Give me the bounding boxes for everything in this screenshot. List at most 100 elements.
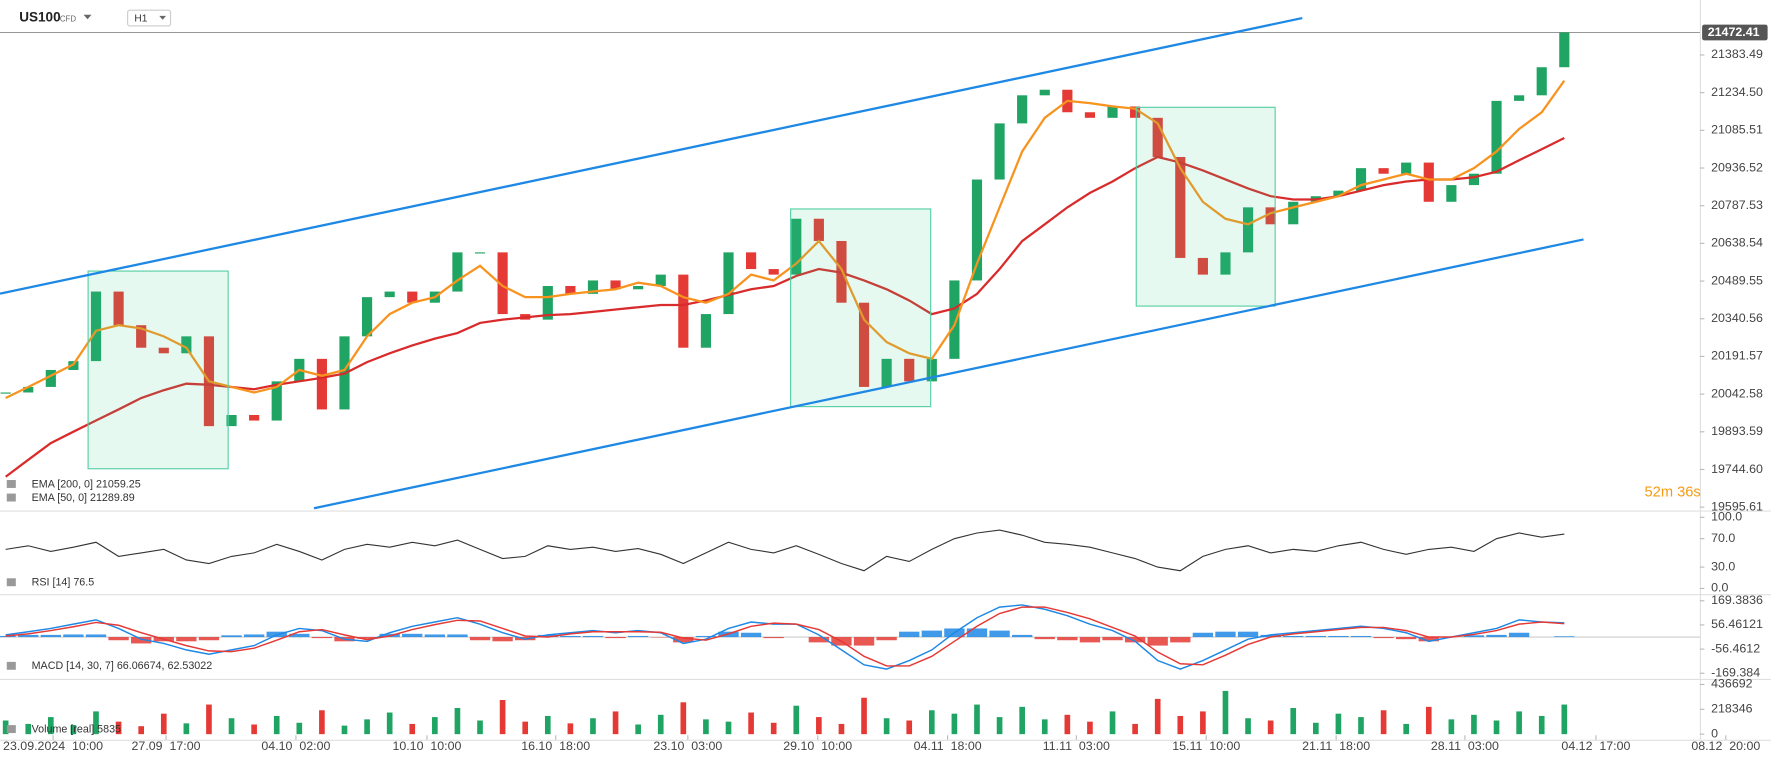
y-tick-label: 436692 — [1711, 677, 1752, 691]
macd-histogram — [876, 637, 897, 641]
volume-bar — [1313, 722, 1319, 735]
legend-icon[interactable] — [6, 493, 16, 502]
candle — [226, 414, 237, 427]
candle — [249, 414, 260, 421]
volume-bar — [409, 723, 416, 735]
candle — [565, 286, 576, 294]
volume-bar — [906, 720, 913, 735]
candle — [678, 274, 689, 348]
volume-bar — [544, 715, 551, 735]
volume-bar — [1200, 711, 1206, 735]
volume-bar — [612, 711, 619, 735]
timeframe-dropdown[interactable] — [159, 15, 167, 20]
y-tick-label: -56.4612 — [1711, 641, 1760, 655]
candle — [1288, 201, 1299, 225]
legend-icon[interactable] — [6, 480, 16, 488]
legend-icon[interactable] — [6, 661, 16, 670]
candle — [1242, 207, 1254, 253]
candle — [746, 252, 757, 270]
x-tick-label: 28.11 03:00 — [1431, 739, 1499, 753]
macd-histogram — [1057, 637, 1078, 641]
candle — [1355, 168, 1367, 191]
candle — [45, 369, 56, 387]
candle — [1039, 89, 1050, 96]
channel-line[interactable] — [0, 16, 1303, 295]
candle — [926, 358, 937, 382]
candle — [23, 386, 34, 393]
last-price-tag — [1702, 24, 1768, 41]
volume-bar — [748, 712, 754, 735]
candle — [1378, 168, 1389, 174]
macd-histogram — [1102, 637, 1123, 641]
x-tick-label: 15.11 10:00 — [1172, 739, 1240, 753]
macd-histogram — [1328, 635, 1349, 638]
ema-line — [5, 79, 1566, 400]
macd-histogram — [176, 637, 197, 642]
channel-line[interactable] — [313, 238, 1584, 510]
macd-histogram — [899, 631, 920, 638]
candle — [181, 336, 192, 354]
volume-bar — [251, 724, 257, 735]
candle — [1446, 185, 1457, 202]
candle — [1152, 117, 1163, 158]
macd-histogram — [1012, 634, 1033, 638]
y-tick-label: -169.384 — [1711, 666, 1760, 680]
candle — [452, 252, 463, 292]
candle — [994, 123, 1005, 180]
macd-histogram — [356, 637, 378, 639]
x-tick-label: 23.10 03:00 — [653, 739, 722, 753]
range-box[interactable] — [1135, 106, 1276, 307]
legend-icon[interactable] — [6, 578, 16, 587]
macd-histogram — [1463, 635, 1485, 638]
candle — [1423, 162, 1434, 202]
candle — [90, 291, 102, 362]
symbol-dropdown[interactable] — [83, 14, 92, 20]
y-tick-label: 56.46121 — [1711, 617, 1763, 631]
candle — [1468, 173, 1480, 186]
volume-bar — [454, 707, 461, 735]
volume-bar — [635, 724, 641, 735]
legend-icons — [6, 480, 16, 734]
y-tick-label: 70.0 — [1711, 531, 1735, 545]
y-tick-label: 20191.57 — [1711, 349, 1763, 363]
volume-bar — [1403, 723, 1410, 735]
macd-histogram — [673, 637, 694, 643]
candle — [1559, 32, 1570, 68]
candle — [0, 392, 11, 394]
volume-bar — [1041, 719, 1048, 735]
volume-bar — [974, 704, 980, 735]
y-tick-label: 20787.53 — [1711, 198, 1763, 212]
volume-bar — [70, 725, 77, 735]
legend-icon[interactable] — [6, 725, 16, 734]
y-tick-label: 30.0 — [1711, 559, 1735, 573]
volume-bar — [1471, 714, 1477, 735]
volume-bar — [341, 725, 348, 735]
timeframe-select[interactable] — [127, 9, 172, 27]
macd-histogram — [740, 632, 762, 638]
macd-histogram — [18, 634, 39, 638]
range-box[interactable] — [790, 208, 932, 408]
candle — [136, 325, 147, 348]
macd-histogram — [1396, 637, 1417, 640]
symbol[interactable]: US100 — [19, 10, 60, 25]
y-tick-label: 0 — [1711, 726, 1718, 740]
macd-line — [5, 606, 1565, 667]
volume-bar — [273, 715, 280, 735]
range-box[interactable] — [87, 270, 229, 470]
x-tick-label: 10.10 10:00 — [392, 739, 461, 753]
timeframe[interactable]: H1 — [134, 13, 147, 24]
volume-bar — [1019, 706, 1025, 735]
y-tick-label: 100.0 — [1711, 510, 1742, 524]
volume-bar — [319, 710, 325, 735]
candle — [497, 252, 508, 315]
volume-bar — [93, 711, 99, 735]
macd-histogram — [627, 635, 649, 638]
volume-bar — [1516, 711, 1522, 735]
rsi-line — [5, 529, 1565, 572]
y-tick-label: 20489.55 — [1711, 273, 1763, 287]
volume-bar — [703, 719, 709, 735]
macd-histogram — [1486, 634, 1507, 638]
macd-histogram — [1554, 636, 1575, 638]
macd-histogram — [605, 637, 626, 639]
candle — [474, 252, 486, 254]
